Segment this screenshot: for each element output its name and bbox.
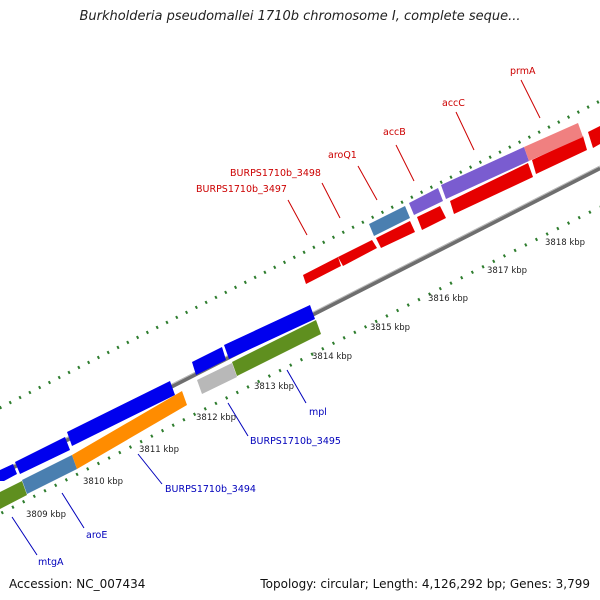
topology-text: Topology: circular; Length: 4,126,292 bp… <box>260 577 590 591</box>
label-prmA[interactable]: prmA <box>510 66 536 77</box>
reverse-gene-labels: mtgA aroE BURPS1710b_3494 BURPS1710b_349… <box>38 407 341 568</box>
gene-arrow[interactable] <box>15 437 70 474</box>
kbp-label: 3810 kbp <box>83 477 123 487</box>
outer-tick-track <box>0 99 600 410</box>
label-BURPS1710b_3495[interactable]: BURPS1710b_3495 <box>250 436 341 447</box>
kbp-label: 3809 kbp <box>26 510 66 520</box>
reverse-genes-outer <box>0 305 315 481</box>
forward-genes-upper <box>303 126 600 284</box>
kbp-label: 3814 kbp <box>312 352 352 362</box>
gene-aroE[interactable] <box>22 455 77 494</box>
gene-arrow[interactable] <box>450 163 533 214</box>
map-title: Burkholderia pseudomallei 1710b chromoso… <box>79 9 521 24</box>
reverse-genes-inner <box>0 320 321 509</box>
kbp-label: 3818 kbp <box>545 238 585 248</box>
label-mpl[interactable]: mpl <box>309 407 327 418</box>
gene-arrow[interactable] <box>376 221 415 248</box>
gene-aroQ1[interactable] <box>369 206 410 236</box>
gene-arrow[interactable] <box>417 206 446 230</box>
gene-mtgA[interactable] <box>0 481 27 509</box>
gene-BURPS1710b_3494[interactable] <box>72 391 187 469</box>
gene-mpl[interactable] <box>232 320 321 376</box>
gene-arrow[interactable] <box>224 305 315 359</box>
label-accB[interactable]: accB <box>383 127 406 138</box>
gene-arrow[interactable] <box>67 381 175 446</box>
gene-accB[interactable] <box>409 188 443 215</box>
leader-lines <box>11 79 541 556</box>
gene-accC[interactable] <box>441 147 529 199</box>
kbp-label: 3817 kbp <box>487 266 527 276</box>
kbp-label: 3813 kbp <box>254 382 294 392</box>
gene-arrow[interactable] <box>588 126 600 148</box>
label-mtgA[interactable]: mtgA <box>38 557 64 568</box>
gene-arrow[interactable] <box>192 347 226 375</box>
gene-arrow[interactable] <box>303 257 341 284</box>
gene-prmA[interactable] <box>524 123 583 161</box>
inner-tick-track <box>0 205 600 516</box>
forward-genes-outer <box>369 123 583 236</box>
label-aroQ1[interactable]: aroQ1 <box>328 150 357 161</box>
label-BURPS1710b_3494[interactable]: BURPS1710b_3494 <box>165 484 256 495</box>
gene-arrow[interactable] <box>338 240 377 266</box>
label-BURPS1710b_3497[interactable]: BURPS1710b_3497 <box>196 184 287 195</box>
gene-arrow[interactable] <box>0 464 17 481</box>
kbp-label: 3815 kbp <box>370 323 410 333</box>
kbp-label: 3816 kbp <box>428 294 468 304</box>
label-aroE[interactable]: aroE <box>86 530 107 541</box>
kbp-labels: 3809 kbp 3810 kbp 3811 kbp 3812 kbp 3813… <box>26 238 585 520</box>
accession-text: Accession: NC_007434 <box>9 577 146 591</box>
label-accC[interactable]: accC <box>442 98 465 109</box>
forward-gene-labels: BURPS1710b_3497 BURPS1710b_3498 aroQ1 ac… <box>196 66 536 195</box>
gene-arrow[interactable] <box>532 136 587 174</box>
kbp-label: 3812 kbp <box>196 413 236 423</box>
kbp-label: 3811 kbp <box>139 445 179 455</box>
gene-BURPS1710b_3495[interactable] <box>197 363 237 394</box>
label-BURPS1710b_3498[interactable]: BURPS1710b_3498 <box>230 168 321 179</box>
